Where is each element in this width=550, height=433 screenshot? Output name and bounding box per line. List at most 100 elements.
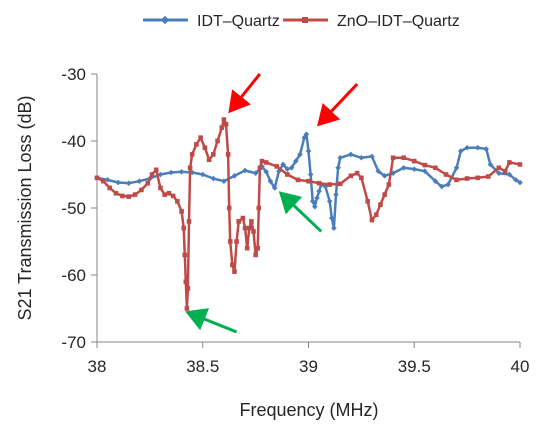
data-point-idt-quartz: [221, 178, 227, 184]
green-arrow-annotation: [185, 308, 238, 334]
data-point-zno-idt-quartz: [316, 180, 322, 186]
data-point-idt-quartz: [411, 166, 418, 172]
data-point-idt-quartz: [369, 153, 375, 160]
data-point-zno-idt-quartz: [120, 193, 125, 199]
legend-entry-idt-quartz: IDT–Quartz: [143, 13, 280, 30]
data-point-idt-quartz: [189, 169, 195, 176]
x-tick-label: 39: [299, 357, 318, 376]
data-point-idt-quartz: [358, 154, 365, 161]
data-point-zno-idt-quartz: [369, 217, 375, 223]
data-point-zno-idt-quartz: [236, 219, 242, 224]
data-point-zno-idt-quartz: [256, 205, 262, 211]
data-point-idt-quartz: [496, 170, 502, 176]
y-tick-label: -50: [61, 199, 86, 218]
data-point-idt-quartz: [348, 151, 354, 158]
x-tick-label: 40: [511, 357, 530, 376]
data-point-zno-idt-quartz: [485, 174, 491, 179]
data-point-zno-idt-quartz: [517, 162, 523, 167]
data-point-zno-idt-quartz: [175, 199, 180, 204]
data-point-zno-idt-quartz: [507, 160, 512, 165]
series-line-idt-quartz: [96, 133, 521, 230]
data-point-zno-idt-quartz: [225, 152, 231, 157]
x-axis-title: Frequency (MHz): [239, 400, 378, 420]
data-point-idt-quartz: [104, 177, 111, 183]
data-point-zno-idt-quartz: [502, 168, 508, 174]
data-point-idt-quartz: [288, 165, 295, 171]
data-point-zno-idt-quartz: [227, 239, 233, 244]
data-point-idt-quartz: [445, 181, 451, 188]
data-point-zno-idt-quartz: [215, 138, 220, 144]
data-point-idt-quartz: [517, 179, 523, 186]
legend-marker-zno-idt-quartz: [302, 17, 308, 23]
y-tick-label: -40: [61, 132, 86, 151]
data-point-zno-idt-quartz: [386, 182, 392, 187]
data-point-zno-idt-quartz: [257, 165, 263, 171]
data-point-idt-quartz: [309, 198, 316, 205]
data-point-idt-quartz: [125, 180, 132, 187]
x-tick-label: 39.5: [398, 357, 431, 376]
data-point-zno-idt-quartz: [295, 177, 301, 183]
data-point-zno-idt-quartz: [230, 262, 235, 268]
plot-area: [94, 117, 523, 311]
annotations: [185, 73, 359, 334]
data-point-zno-idt-quartz: [219, 125, 225, 130]
data-point-idt-quartz: [337, 154, 344, 161]
data-point-zno-idt-quartz: [263, 160, 269, 165]
data-point-zno-idt-quartz: [185, 286, 191, 291]
x-tick-label: 38: [88, 357, 107, 376]
data-point-idt-quartz: [231, 173, 238, 179]
data-point-idt-quartz: [464, 144, 470, 151]
data-point-idt-quartz: [210, 175, 217, 182]
data-point-idt-quartz: [199, 171, 206, 178]
data-point-zno-idt-quartz: [433, 165, 438, 171]
data-point-zno-idt-quartz: [378, 202, 383, 207]
data-point-idt-quartz: [512, 177, 519, 183]
data-point-zno-idt-quartz: [126, 194, 132, 199]
data-point-zno-idt-quartz: [411, 158, 417, 164]
data-point-idt-quartz: [242, 167, 248, 174]
data-point-zno-idt-quartz: [221, 117, 227, 122]
data-point-zno-idt-quartz: [234, 239, 239, 244]
data-point-zno-idt-quartz: [149, 172, 155, 177]
data-point-zno-idt-quartz: [170, 193, 176, 199]
data-point-idt-quartz: [297, 151, 303, 158]
data-point-zno-idt-quartz: [145, 180, 151, 186]
data-point-zno-idt-quartz: [337, 181, 343, 187]
y-ticks: -30 -40 -50 -60 -70: [61, 65, 97, 352]
data-point-idt-quartz: [293, 158, 299, 164]
data-point-zno-idt-quartz: [139, 187, 144, 193]
data-point-idt-quartz: [438, 183, 445, 190]
data-point-zno-idt-quartz: [454, 177, 459, 183]
data-point-zno-idt-quartz: [251, 229, 256, 234]
green-arrow-annotation: [278, 191, 323, 233]
data-point-idt-quartz: [328, 215, 335, 221]
data-point-idt-quartz: [136, 178, 143, 184]
data-point-idt-quartz: [400, 165, 407, 171]
data-point-zno-idt-quartz: [206, 157, 212, 163]
y-tick-label: -30: [61, 65, 86, 84]
data-point-idt-quartz: [390, 170, 396, 176]
data-point-zno-idt-quartz: [162, 192, 167, 197]
data-point-idt-quartz: [457, 148, 464, 154]
data-point-idt-quartz: [333, 191, 339, 198]
data-point-idt-quartz: [316, 188, 322, 195]
data-point-idt-quartz: [474, 144, 481, 151]
data-point-zno-idt-quartz: [327, 182, 332, 187]
data-point-zno-idt-quartz: [274, 164, 280, 169]
data-point-zno-idt-quartz: [464, 176, 470, 181]
data-point-idt-quartz: [252, 170, 259, 176]
legend-label-idt-quartz: IDT–Quartz: [197, 13, 280, 30]
data-point-idt-quartz: [263, 169, 269, 175]
x-tick-label: 38.5: [186, 357, 219, 376]
data-point-zno-idt-quartz: [184, 306, 190, 311]
data-point-zno-idt-quartz: [179, 209, 184, 214]
data-point-zno-idt-quartz: [166, 190, 172, 196]
x-ticks: 38 38.5 39 39.5 40: [88, 342, 530, 376]
data-point-zno-idt-quartz: [181, 225, 187, 231]
data-point-zno-idt-quartz: [232, 269, 237, 274]
data-point-zno-idt-quartz: [401, 155, 406, 161]
data-point-zno-idt-quartz: [94, 175, 100, 181]
data-point-idt-quartz: [375, 168, 382, 174]
data-point-zno-idt-quartz: [211, 152, 216, 157]
